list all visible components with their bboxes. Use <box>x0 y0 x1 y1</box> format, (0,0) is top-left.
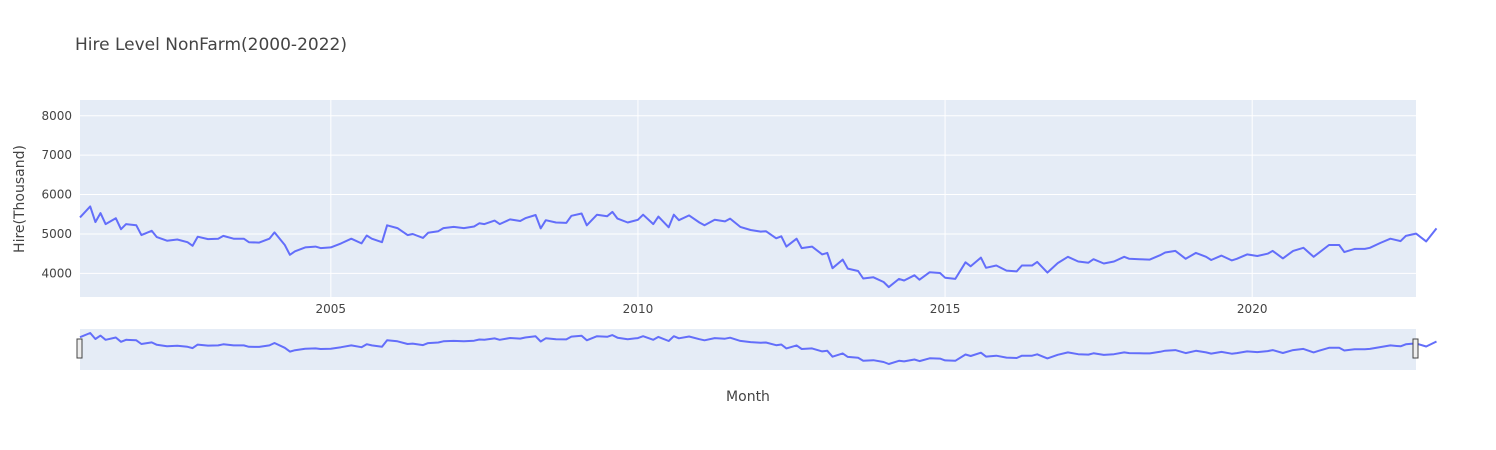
y-tick-label: 6000 <box>41 188 72 202</box>
range-slider[interactable] <box>80 329 1416 370</box>
gridlines <box>80 100 1416 297</box>
x-axis-title: Month <box>726 389 770 405</box>
y-tick-label: 5000 <box>41 227 72 241</box>
chart-title: Hire Level NonFarm(2000-2022) <box>75 35 347 55</box>
y-tick-label: 7000 <box>41 148 72 162</box>
range-slider-left-handle[interactable] <box>76 338 83 359</box>
range-slider-series-line <box>79 332 1437 365</box>
x-tick-label: 2005 <box>316 302 347 316</box>
y-axis-title: Hire(Thousand) <box>12 145 28 253</box>
x-tick-label: 2010 <box>623 302 654 316</box>
x-tick-label: 2020 <box>1237 302 1268 316</box>
range-slider-right-handle[interactable] <box>1412 338 1419 359</box>
axis-ticks: 4000 5000 6000 7000 8000 2005 2010 2015 2020 <box>41 109 1267 316</box>
plot-area[interactable] <box>80 100 1416 297</box>
range-slider-preview <box>79 332 1437 365</box>
y-tick-label: 8000 <box>41 109 72 123</box>
y-tick-label: 4000 <box>41 266 72 280</box>
series-line-hire <box>79 205 1438 289</box>
x-tick-label: 2015 <box>930 302 961 316</box>
series-line <box>79 205 1438 289</box>
